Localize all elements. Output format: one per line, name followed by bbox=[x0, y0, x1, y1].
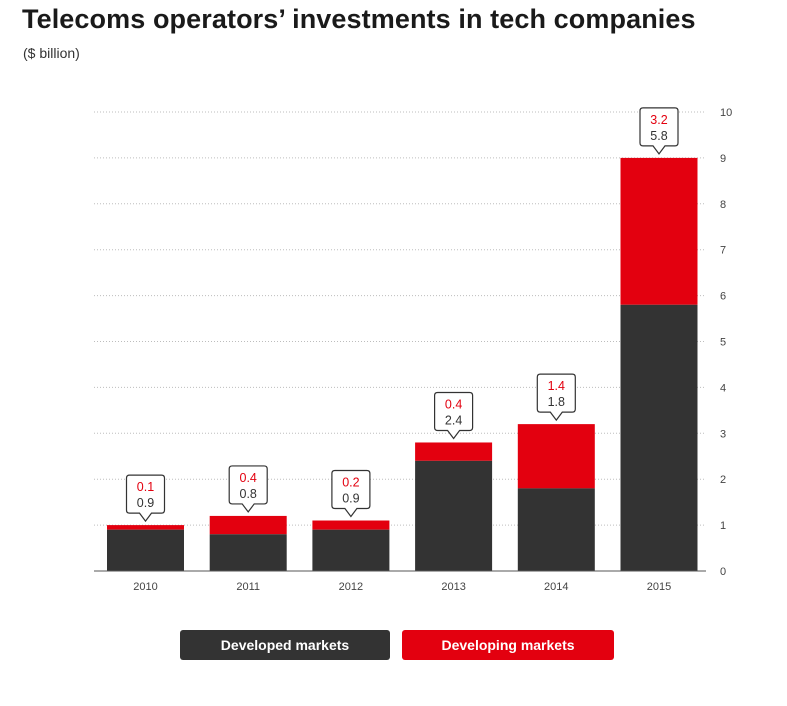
y-tick-label: 0 bbox=[720, 566, 726, 578]
y-tick-label: 8 bbox=[720, 199, 726, 211]
data-label-callout bbox=[331, 469, 371, 518]
data-label-callout bbox=[228, 465, 268, 513]
data-label-developed: 5.8 bbox=[650, 129, 667, 143]
y-tick-label: 7 bbox=[720, 245, 726, 257]
data-label-developed: 0.9 bbox=[137, 496, 154, 510]
x-tick-label: 2012 bbox=[339, 581, 363, 593]
bar-developing-segment bbox=[107, 525, 184, 530]
x-tick-label: 2011 bbox=[236, 581, 260, 593]
data-label-developing: 0.4 bbox=[240, 471, 257, 485]
bar-developing-segment bbox=[312, 520, 390, 530]
bar-developed-segment bbox=[312, 529, 390, 571]
y-tick-label: 5 bbox=[720, 337, 726, 349]
bar-developing-segment bbox=[620, 157, 698, 305]
chart-title: Telecoms operators’ investments in tech … bbox=[22, 4, 696, 34]
data-label-developed: 0.8 bbox=[240, 487, 257, 501]
data-label-developed: 1.8 bbox=[548, 395, 565, 409]
bar-developed-segment bbox=[415, 460, 493, 571]
bar-developing-segment bbox=[209, 515, 287, 535]
data-label-developed: 2.4 bbox=[445, 413, 462, 427]
data-label-developing: 1.4 bbox=[548, 379, 565, 393]
data-label-developing: 0.4 bbox=[445, 397, 462, 411]
data-label-callout bbox=[536, 373, 576, 422]
y-tick-label: 4 bbox=[720, 382, 726, 394]
y-tick-label: 1 bbox=[720, 520, 726, 532]
chart-subtitle: ($ billion) bbox=[23, 45, 80, 61]
data-label-developing: 0.2 bbox=[342, 476, 359, 490]
data-label-callout bbox=[639, 107, 679, 155]
y-tick-label: 10 bbox=[720, 107, 732, 119]
x-tick-label: 2014 bbox=[544, 581, 568, 593]
y-tick-label: 6 bbox=[720, 291, 726, 303]
bar-developed-segment bbox=[209, 534, 287, 571]
y-tick-label: 3 bbox=[720, 428, 726, 440]
data-label-callout bbox=[125, 474, 166, 523]
x-tick-label: 2010 bbox=[133, 581, 157, 593]
x-tick-label: 2013 bbox=[441, 581, 465, 593]
bar-developed-segment bbox=[107, 529, 184, 571]
data-label-developing: 0.1 bbox=[137, 480, 154, 494]
data-label-developed: 0.9 bbox=[342, 492, 359, 506]
legend-developed-markets: Developed markets bbox=[180, 630, 390, 660]
data-label-callout bbox=[434, 391, 474, 440]
bar-developed-segment bbox=[620, 304, 698, 571]
bar-developed-segment bbox=[517, 488, 595, 571]
y-tick-label: 9 bbox=[720, 153, 726, 165]
legend-developing-markets: Developing markets bbox=[402, 630, 614, 660]
bar-developing-segment bbox=[517, 424, 595, 489]
y-tick-label: 2 bbox=[720, 474, 726, 486]
x-tick-label: 2015 bbox=[647, 581, 671, 593]
data-label-developing: 3.2 bbox=[650, 113, 667, 127]
bar-developing-segment bbox=[415, 442, 493, 461]
